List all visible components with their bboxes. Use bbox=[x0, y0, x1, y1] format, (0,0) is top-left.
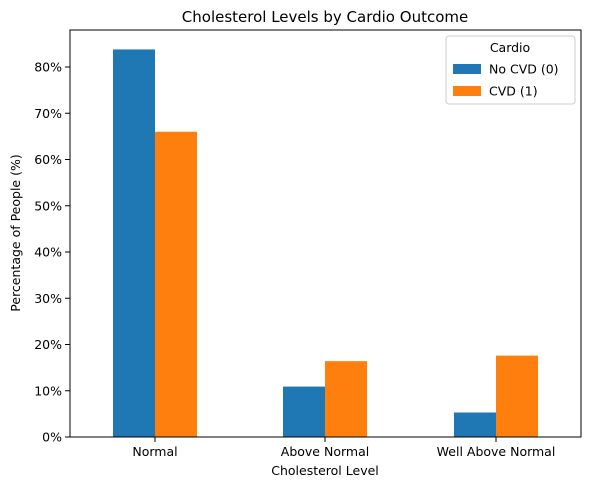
chart-title: Cholesterol Levels by Cardio Outcome bbox=[182, 8, 468, 26]
bar-no-cvd-2 bbox=[454, 412, 496, 437]
x-axis: Normal Above Normal Well Above Normal bbox=[132, 437, 555, 459]
legend-swatch bbox=[453, 64, 481, 74]
plot-area bbox=[113, 49, 538, 438]
bar-no-cvd-0 bbox=[113, 49, 155, 438]
bar-cvd-1 bbox=[325, 361, 367, 437]
x-tick-label: Normal bbox=[132, 444, 177, 459]
y-tick-label: 80% bbox=[34, 60, 62, 75]
x-tick-label: Well Above Normal bbox=[437, 444, 556, 459]
y-tick-label: 30% bbox=[34, 291, 62, 306]
y-tick-label: 10% bbox=[34, 383, 62, 398]
y-tick-label: 0% bbox=[42, 430, 62, 445]
y-tick-label: 70% bbox=[34, 106, 62, 121]
legend: Cardio No CVD (0) CVD (1) bbox=[445, 35, 576, 105]
bar-no-cvd-1 bbox=[283, 386, 325, 437]
x-tick-label: Above Normal bbox=[281, 444, 369, 459]
bar-cvd-0 bbox=[155, 131, 197, 437]
legend-swatch bbox=[453, 86, 481, 96]
y-tick-label: 60% bbox=[34, 152, 62, 167]
x-axis-label: Cholesterol Level bbox=[271, 463, 379, 478]
legend-title: Cardio bbox=[490, 40, 530, 55]
y-tick-label: 20% bbox=[34, 337, 62, 352]
legend-entry: No CVD (0) bbox=[489, 62, 559, 77]
legend-entry: CVD (1) bbox=[489, 84, 538, 99]
y-axis-label: Percentage of People (%) bbox=[8, 154, 23, 311]
y-axis: 0% 10% 20% 30% 40% 50% 60% 70% 80% bbox=[34, 60, 70, 445]
y-tick-label: 50% bbox=[34, 198, 62, 213]
y-tick-label: 40% bbox=[34, 245, 62, 260]
bar-cvd-2 bbox=[496, 355, 538, 437]
